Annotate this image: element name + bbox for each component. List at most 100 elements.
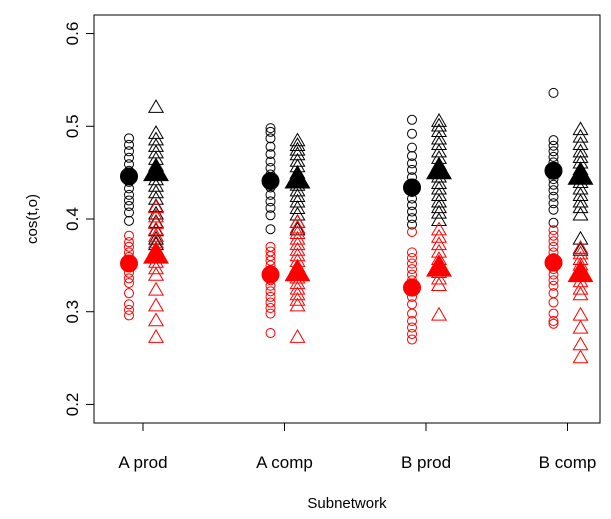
black-triangle-point [572, 128, 589, 143]
red-circle-point [407, 269, 417, 280]
plot-frame [93, 14, 601, 424]
black-circle-point [124, 207, 134, 218]
black-circle-mean [120, 167, 138, 186]
red-triangle-point [572, 240, 589, 254]
x-tick-label: A comp [256, 453, 313, 472]
black-circle-point [548, 204, 559, 215]
red-triangle-point [289, 230, 306, 245]
red-circle-point [548, 241, 559, 252]
black-triangle-point [430, 136, 448, 151]
x-tick-label: B comp [539, 453, 597, 472]
red-circle-point [548, 230, 559, 241]
black-triangle-point [572, 121, 589, 136]
red-circle-point [124, 230, 134, 241]
red-triangle-point [572, 349, 589, 364]
black-circle-point [548, 87, 559, 98]
red-triangle-point [147, 297, 165, 312]
black-triangle-point [572, 199, 589, 214]
red-circle-point [548, 318, 559, 329]
red-circle-point [407, 258, 417, 269]
red-circle-point [548, 280, 559, 291]
red-triangle-point [430, 228, 448, 243]
black-circle-point [407, 158, 417, 169]
red-circle-mean [120, 254, 138, 273]
red-triangle-mean [284, 258, 311, 282]
black-circle-point [407, 128, 417, 139]
y-tick-label: 0.5 [63, 114, 82, 138]
black-circle-point [548, 140, 559, 151]
black-triangle-point [147, 190, 165, 205]
black-triangle-point [289, 141, 306, 156]
black-circle-point [548, 217, 559, 228]
mean-points [120, 156, 594, 297]
black-circle-point [124, 133, 134, 144]
black-triangle-mean [143, 158, 169, 182]
x-axis: A prod A comp B prod B comp [118, 422, 597, 472]
red-triangle-mean [426, 254, 452, 277]
black-circle-point [407, 219, 417, 230]
red-circle-point [124, 310, 134, 321]
black-circle-point [265, 156, 276, 167]
black-circle-point [407, 213, 417, 224]
black-triangle-mean [284, 166, 311, 189]
black-circle-point [265, 196, 276, 207]
black-circle-point [548, 198, 559, 209]
black-triangle-point [430, 112, 448, 127]
red-triangle-point [572, 286, 589, 301]
red-triangle-point [289, 297, 306, 312]
red-circle-point [407, 322, 417, 333]
black-circle-mean [544, 161, 563, 180]
red-circle-point [265, 291, 276, 302]
red-circle-point [124, 288, 134, 299]
red-triangle-point [289, 329, 306, 343]
red-circle-point [407, 252, 417, 263]
black-triangle-point [289, 137, 306, 151]
red-circle-point [124, 273, 134, 284]
black-triangle-point [572, 143, 589, 158]
red-triangle-mean [143, 241, 169, 264]
red-circle-point [407, 334, 417, 345]
red-triangle-point [572, 280, 589, 295]
black-triangle-point [430, 212, 448, 227]
red-circle-point [407, 316, 417, 326]
black-circle-point [548, 135, 559, 146]
black-circle-point [265, 133, 276, 144]
red-circle-mean [544, 253, 563, 272]
red-circle-point [548, 236, 559, 247]
red-triangle-point [572, 336, 589, 351]
red-triangle-point [430, 306, 448, 321]
black-circle-point [265, 123, 276, 134]
red-triangle-point [289, 219, 306, 234]
black-triangle-point [147, 99, 165, 113]
red-triangle-mean [567, 259, 594, 283]
black-triangle-mean [426, 156, 452, 180]
data-points [124, 87, 589, 364]
black-circle-point [124, 152, 134, 163]
black-circle-point [407, 142, 417, 153]
red-triangle-point [147, 199, 165, 214]
black-circle-point [407, 150, 417, 161]
black-circle-point [124, 189, 134, 200]
red-triangle-point [430, 221, 448, 236]
black-circle-point [124, 146, 134, 157]
red-triangle-point [430, 277, 448, 291]
red-circle-mean [261, 265, 280, 284]
black-circle-point [265, 141, 276, 152]
black-circle-point [407, 114, 417, 125]
red-circle-point [265, 328, 276, 339]
black-circle-point [265, 202, 276, 213]
red-triangle-point [572, 319, 589, 334]
red-triangle-point [289, 225, 306, 240]
x-tick-label: B prod [401, 453, 451, 472]
red-triangle-point [572, 306, 589, 321]
red-triangle-point [147, 266, 165, 281]
black-circle-point [548, 185, 559, 196]
y-tick-label: 0.2 [63, 393, 82, 417]
red-triangle-point [430, 270, 448, 285]
black-circle-point [124, 139, 134, 150]
red-triangle-point [289, 286, 306, 301]
black-triangle-point [289, 132, 306, 147]
black-circle-point [265, 210, 276, 221]
black-circle-point [265, 189, 276, 200]
